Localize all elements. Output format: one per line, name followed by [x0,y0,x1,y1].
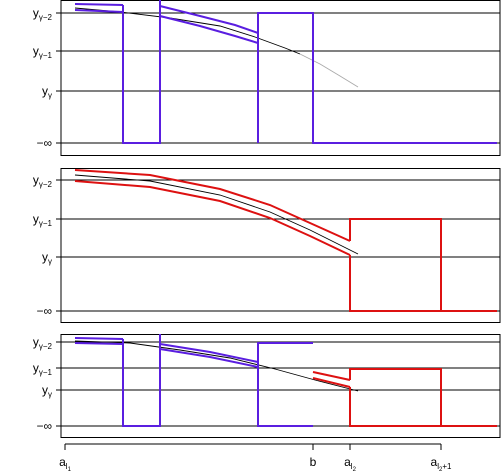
y-level-label-0: yγ−2 [33,6,53,22]
blue-lower-segment-2 [159,15,259,44]
y-level-label-2: yγ [42,250,52,266]
blue-step-drop-1 [122,0,161,144]
y-level-label-0: yγ−2 [33,173,53,189]
red-lower-segment [312,377,351,388]
y-level-label-0: yγ−2 [33,335,53,351]
blue-upper-segment-1 [74,3,124,6]
black-curve-extrapolated [299,53,359,88]
x-tick-label-a_l2p1: al2+1 [431,455,452,471]
blue-lower-segment-2 [159,348,259,368]
y-level-label-3: −∞ [36,136,52,150]
blue-lower-segment-1 [74,342,124,345]
x-tick-label-a_l2: al2 [344,455,356,471]
x-tick-label-b: b [310,455,317,469]
red-step-lower [349,255,441,312]
red-upper-curve [74,169,351,242]
panel-frame [60,334,501,438]
blue-step-drop-2 [257,12,497,144]
panel-frame [60,168,501,323]
y-level-label-1: yγ−1 [33,44,53,60]
y-level-label-3: −∞ [36,419,52,433]
red-step-upper [349,368,497,427]
y-level-label-1: yγ−1 [33,212,53,228]
blue-step-top [257,342,313,367]
y-level-label-1: yγ−1 [33,361,53,377]
red-upper-segment [312,371,351,381]
red-step-lower [349,387,441,427]
panel-middle: yγ−2 yγ−1 yγ −∞ [33,168,501,323]
panel-frame [60,0,501,156]
red-step-upper [349,218,497,312]
black-curve [74,174,359,255]
x-axis: al1 b al2 al2+1 [59,443,452,471]
y-level-label-2: yγ [42,383,52,399]
blue-upper-segment-2 [159,5,259,34]
y-level-label-3: −∞ [36,304,52,318]
blue-lower-segment-1 [74,9,124,13]
blue-upper-segment-2 [159,343,259,363]
panel-bottom: yγ−2 yγ−1 yγ −∞ [33,334,501,438]
y-level-label-2: yγ [42,84,52,100]
red-lower-curve [74,180,351,256]
blue-upper-segment-1 [74,337,124,340]
blue-step-drop-1 [122,334,161,427]
panel-top: yγ−2 yγ−1 yγ −∞ [33,0,501,156]
black-curve [74,7,301,55]
x-tick-label-a_l1: al1 [59,455,71,471]
blue-step-bottom [257,362,313,427]
black-curve [74,340,359,392]
